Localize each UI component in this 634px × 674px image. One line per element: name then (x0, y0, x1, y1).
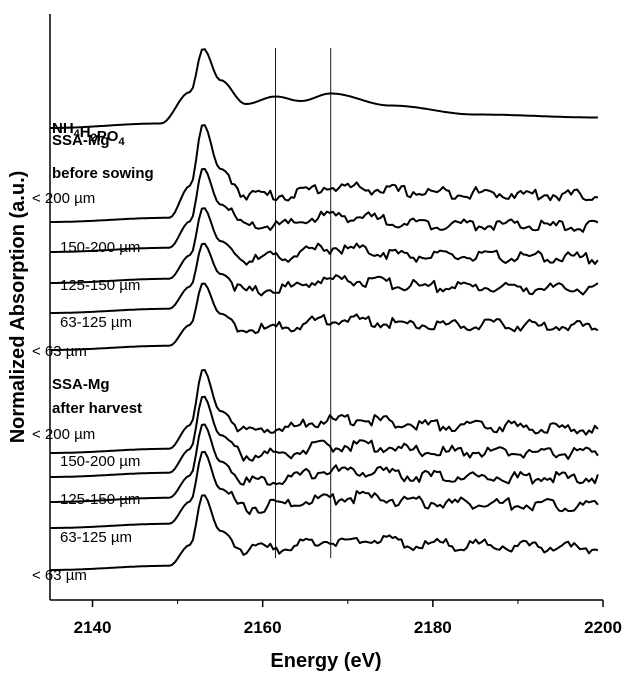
trace-4 (50, 242, 599, 314)
trace-2 (50, 167, 599, 253)
trace-label-3: 125-150 µm (60, 277, 140, 294)
trace-label-5: < 63 µm (32, 343, 87, 360)
trace-1 (50, 124, 599, 223)
trace-10 (50, 494, 599, 571)
y-axis-title: Normalized Absorption (a.u.) (7, 171, 29, 444)
trace-label-9: 63-125 µm (60, 529, 132, 546)
x-tick-label-1: 2160 (244, 618, 282, 637)
trace-3 (50, 207, 599, 284)
trace-5 (50, 282, 599, 351)
trace-8 (50, 423, 599, 503)
x-axis-title: Energy (eV) (270, 650, 381, 672)
trace-label-6: < 200 µm (32, 426, 95, 443)
x-tick-label-2: 2180 (414, 618, 452, 637)
trace-label-10: < 63 µm (32, 567, 87, 584)
trace-6 (50, 369, 599, 454)
x-ticks: 2140 2160 2180 2200 (74, 600, 622, 637)
trace-0 (50, 48, 598, 129)
trace-label-7: 150-200 µm (60, 453, 140, 470)
spectra-traces (50, 48, 599, 571)
axes (49, 14, 603, 601)
trace-label-0: NH4H2PO4 (52, 120, 125, 148)
group-label-0-0: SSA-Mg (52, 132, 110, 149)
trace-labels: NH4H2PO4 < 200 µm 150-200 µm 125-150 µm 63-1… (32, 120, 154, 584)
x-tick-label-3: 2200 (584, 618, 622, 637)
trace-7 (50, 395, 599, 478)
x-tick-label-0: 2140 (74, 618, 112, 637)
group-label-1-1: after harvest (52, 400, 142, 417)
trace-label-1: < 200 µm (32, 190, 95, 207)
trace-9 (50, 450, 599, 529)
group-label-1-0: SSA-Mg (52, 376, 110, 393)
trace-label-8: 125-150 µm (60, 491, 140, 508)
trace-label-4: 63-125 µm (60, 314, 132, 331)
trace-label-2: 150-200 µm (60, 239, 140, 256)
group-label-0-1: before sowing (52, 165, 154, 182)
